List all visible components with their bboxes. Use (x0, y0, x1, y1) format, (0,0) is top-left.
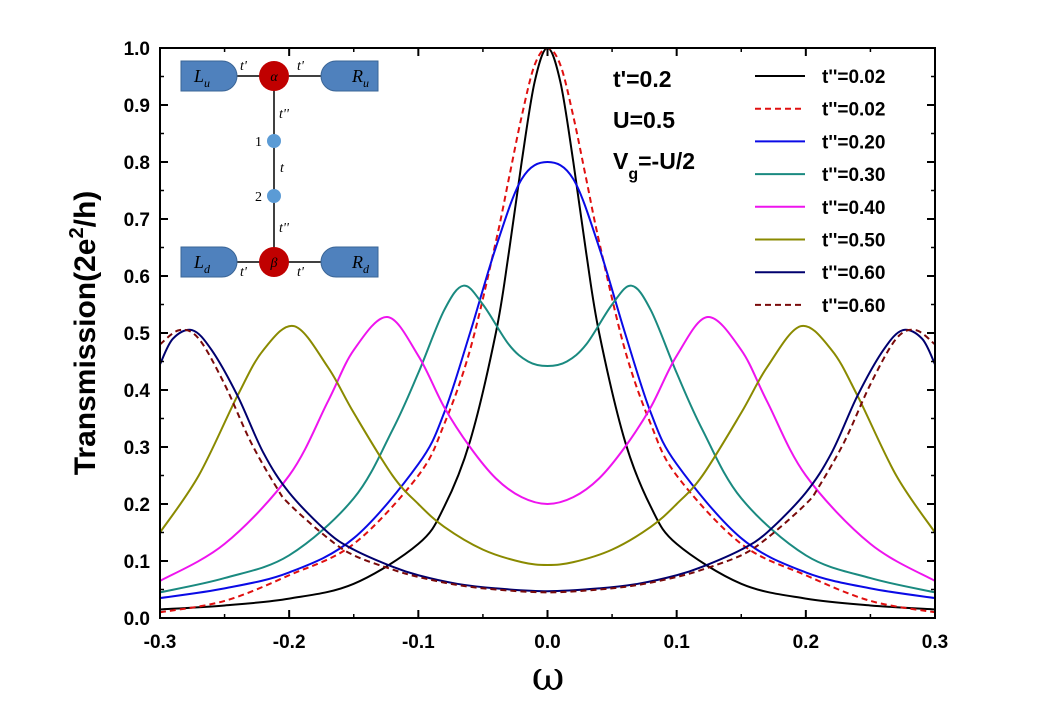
y-axis-title-main: Transmission(2e (69, 239, 102, 476)
curves-layer (160, 48, 935, 614)
series-line-5 (160, 316, 935, 582)
x-tick-label: 0.0 (534, 632, 560, 653)
lead-right-up (320, 60, 379, 92)
dot-1 (267, 134, 281, 148)
series-line-3 (160, 160, 935, 600)
y-axis-title-sup: 2 (66, 227, 88, 238)
y-axis-title: Transmission(2e2/h) (66, 191, 102, 476)
series-line-2 (160, 48, 935, 614)
lead-right-down-label: Rd (351, 252, 370, 276)
dot-1-label: 1 (255, 135, 262, 150)
lead-left-down (180, 246, 238, 278)
y-tick-label: 0.0 (124, 609, 150, 630)
legend-label-5: t''=0.40 (822, 198, 885, 219)
series-line-6 (160, 324, 935, 566)
lead-left-down-label: Ld (193, 252, 211, 276)
dot-alpha-label: α (270, 70, 278, 85)
lead-left-up-label: Lu (193, 66, 210, 90)
axes-layer: -0.3 -0.2 -0.1 0.0 0.1 0.2 0.3 0.0 0.1 0.2 0.3 0.4 0… (124, 39, 949, 653)
dot-alpha (259, 61, 289, 91)
legend-label-8: t''=0.60 (822, 296, 885, 317)
lead-right-down-sub: d (363, 262, 370, 276)
series-line-1 (160, 48, 935, 611)
y-tick-label: 0.4 (124, 381, 151, 402)
hop-lower-left: t' (240, 265, 248, 280)
x-tick-label: 0.1 (663, 632, 690, 653)
hop-middle-vertical: t (280, 161, 285, 176)
legend-label-4: t''=0.30 (822, 165, 885, 186)
dot-beta (259, 247, 289, 277)
param-vg-main: V (613, 148, 629, 174)
y-tick-label: 0.5 (124, 324, 151, 345)
param-t-prime: t'=0.2 (613, 66, 672, 92)
x-tick-label: 0.2 (793, 632, 819, 653)
hop-lower-right: t' (297, 265, 305, 280)
lead-left-up (180, 60, 238, 92)
series-line-4 (160, 284, 935, 594)
inset-schematic: Lu Ru Ld Rd α β 1 2 t' t' t' t' t'' t t'… (180, 59, 379, 280)
param-vg-sub: g (628, 166, 638, 183)
legend-label-2: t''=0.02 (822, 100, 885, 121)
dot-2 (267, 189, 281, 203)
lead-left-up-sub: u (204, 76, 210, 90)
lead-right-down-main: R (351, 252, 363, 272)
x-tick-label: 0.3 (922, 632, 948, 653)
parameter-annotations: t'=0.2 U=0.5 Vg=-U/2 (613, 66, 695, 183)
lead-left-up-main: L (193, 66, 204, 86)
series-line-8 (160, 328, 935, 594)
dot-2-label: 2 (255, 190, 262, 205)
y-axis-title-end: /h) (69, 191, 102, 228)
x-axis-title: ω (532, 654, 565, 700)
hop-upper-right: t' (297, 59, 305, 74)
y-tick-label: 0.9 (124, 96, 150, 117)
lead-right-down (320, 246, 379, 278)
x-tick-label: -0.1 (402, 632, 435, 653)
x-tick-label: -0.3 (144, 632, 177, 653)
hop-upper-vertical: t'' (279, 107, 290, 122)
legend-label-6: t''=0.50 (822, 231, 885, 252)
lead-right-up-main: R (351, 66, 363, 86)
series-line-7 (160, 328, 935, 593)
legend-label-7: t''=0.60 (822, 263, 885, 284)
dot-beta-label: β (270, 256, 278, 271)
y-tick-label: 0.3 (124, 438, 150, 459)
y-tick-label: 0.2 (124, 495, 150, 516)
y-tick-label: 0.6 (124, 267, 150, 288)
lead-right-up-sub: u (363, 76, 369, 90)
y-tick-label: 0.1 (124, 552, 151, 573)
legend: t''=0.02 t''=0.02 t''=0.20 t''=0.30 t''=0.40… (755, 67, 885, 317)
lead-left-down-main: L (193, 252, 204, 272)
hop-upper-left: t' (240, 59, 248, 74)
y-tick-label: 0.7 (124, 210, 150, 231)
hop-lower-vertical: t'' (279, 221, 290, 236)
param-vg: Vg=-U/2 (613, 148, 695, 183)
y-tick-label: 1.0 (124, 39, 150, 60)
param-vg-rest: =-U/2 (638, 148, 695, 174)
legend-label-1: t''=0.02 (822, 67, 885, 88)
lead-left-down-sub: d (204, 262, 211, 276)
y-tick-label: 0.8 (124, 153, 150, 174)
legend-label-3: t''=0.20 (822, 132, 885, 153)
param-u: U=0.5 (613, 107, 675, 133)
x-tick-label: -0.2 (273, 632, 306, 653)
lead-right-up-label: Ru (351, 66, 369, 90)
plot-frame (159, 47, 936, 619)
